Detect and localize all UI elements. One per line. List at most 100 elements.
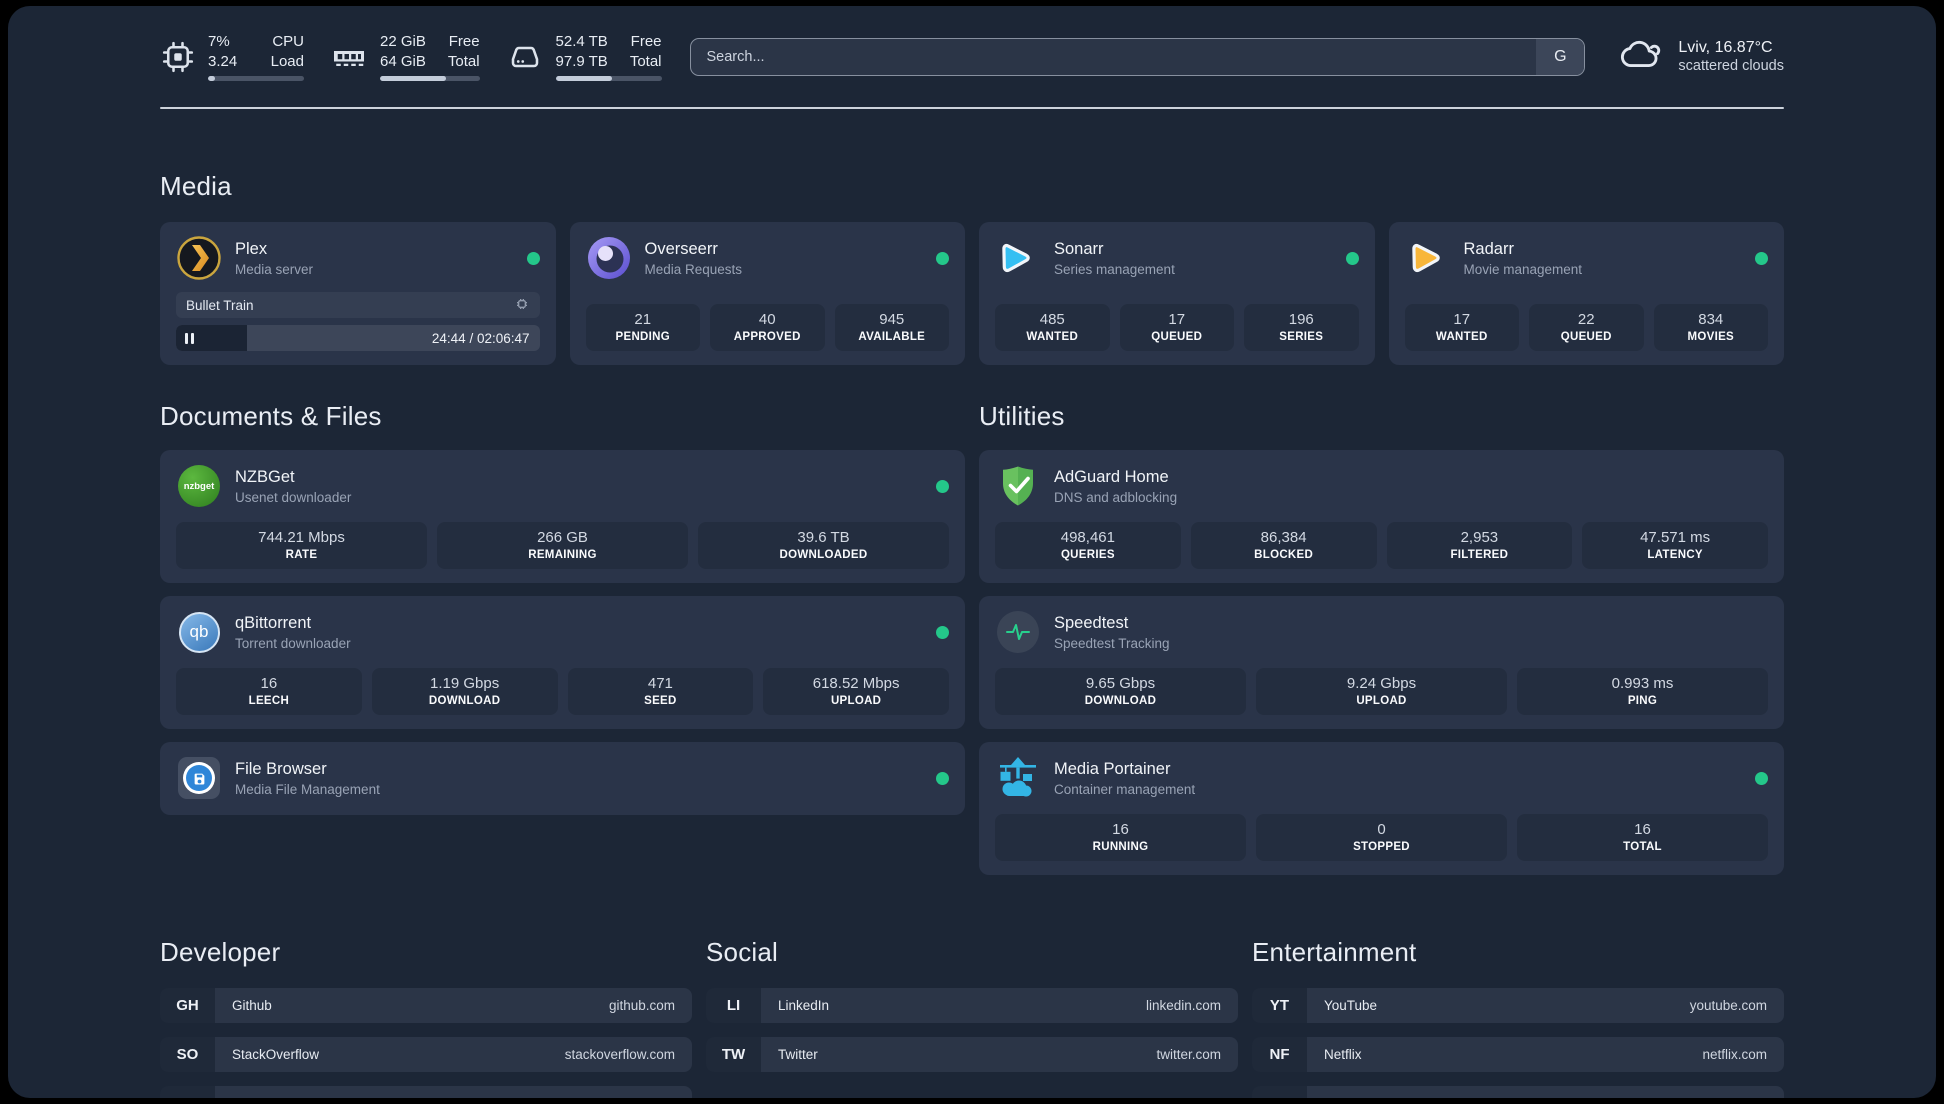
weather-condition: scattered clouds	[1678, 58, 1784, 74]
card-overseerr[interactable]: Overseerr Media Requests 21 PENDING 40 A…	[569, 222, 965, 365]
stat-label: PENDING	[615, 331, 670, 343]
system-stat-memory: 22 GiB 64 GiB Free Total	[330, 32, 480, 81]
stat-value: 498,461	[1060, 529, 1115, 546]
app-name: Media Portainer	[1054, 759, 1171, 778]
stat-value: 47.571 ms	[1640, 529, 1711, 546]
bookmark-abbr: TW	[706, 1037, 761, 1072]
section-title-utilities: Utilities	[979, 401, 1065, 431]
speedtest-icon	[995, 609, 1041, 655]
app-description: Speedtest Tracking	[1054, 635, 1170, 651]
bookmark-stackoverflow[interactable]: SO StackOverflow stackoverflow.com	[160, 1037, 692, 1072]
status-dot	[1755, 771, 1768, 785]
stat-box: 0 STOPPED	[1256, 814, 1507, 861]
playback-time: 24:44 / 02:06:47	[431, 330, 530, 346]
stat-label: FILTERED	[1450, 549, 1509, 561]
bookmark-github[interactable]: GH Github github.com	[160, 988, 692, 1023]
stat-value: 2,953	[1460, 529, 1499, 546]
stat-box: 17 QUEUED	[1119, 304, 1234, 351]
status-dot	[936, 625, 949, 639]
stat-label: UPLOAD	[1356, 695, 1407, 707]
bookmark-reddit[interactable]: RE Reddit reddit.com	[1252, 1086, 1784, 1098]
stat-value: 16	[1112, 821, 1129, 838]
cpu-icon	[160, 39, 196, 75]
card-adguard[interactable]: AdGuard Home DNS and adblocking 498,461 …	[979, 450, 1784, 583]
system-stats: 7% 3.24 CPU Load	[160, 32, 662, 81]
bookmark-abbr: NF	[1252, 1037, 1307, 1072]
card-filebrowser[interactable]: File Browser Media File Management	[160, 742, 965, 815]
weather-widget: Lviv, 16.87°C scattered clouds	[1619, 36, 1784, 77]
stat-label: SERIES	[1279, 331, 1324, 343]
plex-icon	[176, 235, 222, 281]
card-sonarr[interactable]: Sonarr Series management 485 WANTED 17 Q…	[979, 222, 1375, 365]
stat-value: 40	[758, 311, 776, 328]
stat-box: 834 MOVIES	[1653, 304, 1768, 351]
stat-label: LEECH	[248, 695, 290, 707]
section-title-entertainment: Entertainment	[1252, 937, 1417, 967]
bookmark-abbr: GH	[160, 988, 215, 1023]
section-title-social: Social	[706, 937, 779, 967]
pause-icon	[185, 332, 194, 344]
memory-free-label: Free	[448, 33, 480, 50]
stat-value: 0.993 ms	[1611, 675, 1674, 692]
nzbget-icon: nzbget	[176, 463, 222, 509]
bookmark-url: github.com	[608, 998, 675, 1013]
stat-box: 471 SEED	[567, 668, 754, 715]
adguard-icon	[995, 463, 1041, 509]
section-utilities: Utilities AdGuard Home DNS and adblockin…	[979, 401, 1784, 875]
bookmark-netflix[interactable]: NF Netflix netflix.com	[1252, 1037, 1784, 1072]
status-dot	[1345, 251, 1359, 265]
bookmark-linkedin[interactable]: LI LinkedIn linkedin.com	[706, 988, 1238, 1023]
stat-box: 744.21 Mbps RATE	[176, 522, 427, 569]
card-portainer[interactable]: Media Portainer Container management 16 …	[979, 742, 1784, 875]
stat-box: 21 PENDING	[585, 304, 700, 351]
stat-label: BLOCKED	[1254, 549, 1314, 561]
bookmark-twitter[interactable]: TW Twitter twitter.com	[706, 1037, 1238, 1072]
card-qbittorrent[interactable]: qb qBittorrent Torrent downloader 16 LEE…	[160, 596, 965, 729]
card-radarr[interactable]: Radarr Movie management 17 WANTED 22 QUE…	[1388, 222, 1784, 365]
stat-label: TOTAL	[1623, 841, 1662, 853]
stat-box: 498,461 QUERIES	[995, 522, 1181, 569]
stat-value: 9.65 Gbps	[1085, 675, 1156, 692]
card-speedtest[interactable]: Speedtest Speedtest Tracking 9.65 Gbps D…	[979, 596, 1784, 729]
search-input[interactable]	[690, 38, 1537, 75]
bookmark-name: Github	[232, 998, 272, 1013]
storage-free-label: Free	[630, 33, 662, 50]
search-provider-button[interactable]: G	[1536, 38, 1585, 75]
filebrowser-icon	[176, 755, 222, 801]
stat-label: QUEUED	[1151, 331, 1203, 343]
transcode-chip-icon	[514, 296, 530, 315]
stat-box: 40 APPROVED	[710, 304, 825, 351]
app-name: AdGuard Home	[1054, 467, 1169, 486]
bookmark-youtube[interactable]: YT YouTube youtube.com	[1252, 988, 1784, 1023]
section-media: Media Plex Media server	[160, 171, 1784, 365]
bookmark-name: Reddit	[1324, 1096, 1363, 1098]
radarr-icon	[1405, 235, 1451, 281]
stat-value: 266 GB	[537, 529, 588, 546]
memory-progress-bar	[380, 76, 480, 81]
app-name: Sonarr	[1054, 239, 1104, 258]
section-title-developer: Developer	[160, 937, 281, 967]
bookmark-url: linkedin.com	[1145, 998, 1221, 1013]
status-dot	[936, 251, 949, 265]
storage-total-label: Total	[629, 52, 662, 70]
memory-total-label: Total	[447, 52, 480, 70]
stat-label: AVAILABLE	[858, 331, 926, 343]
section-developer: Developer GH Github github.com SO StackO…	[160, 937, 692, 1098]
stat-value: 485	[1039, 311, 1065, 328]
bookmark-dev[interactable]: DT DEV dev.to	[160, 1086, 692, 1098]
bookmark-url: stackoverflow.com	[564, 1047, 675, 1062]
stat-value: 945	[879, 311, 905, 328]
section-title-documents: Documents & Files	[160, 401, 382, 431]
storage-free-value: 52.4 TB	[555, 33, 608, 50]
card-nzbget[interactable]: nzbget NZBGet Usenet downloader 744.21 M…	[160, 450, 965, 583]
stat-label: PING	[1627, 695, 1658, 707]
card-plex[interactable]: Plex Media server Bullet Train	[160, 222, 556, 365]
portainer-icon	[995, 755, 1041, 801]
stat-label: WANTED	[1435, 331, 1488, 343]
bookmark-name: LinkedIn	[778, 998, 830, 1013]
app-description: Container management	[1054, 781, 1196, 797]
bookmark-name: StackOverflow	[232, 1047, 320, 1062]
bookmark-url: twitter.com	[1156, 1047, 1221, 1062]
cpu-load-value: 3.24	[208, 52, 238, 70]
stat-value: 16	[260, 675, 278, 692]
